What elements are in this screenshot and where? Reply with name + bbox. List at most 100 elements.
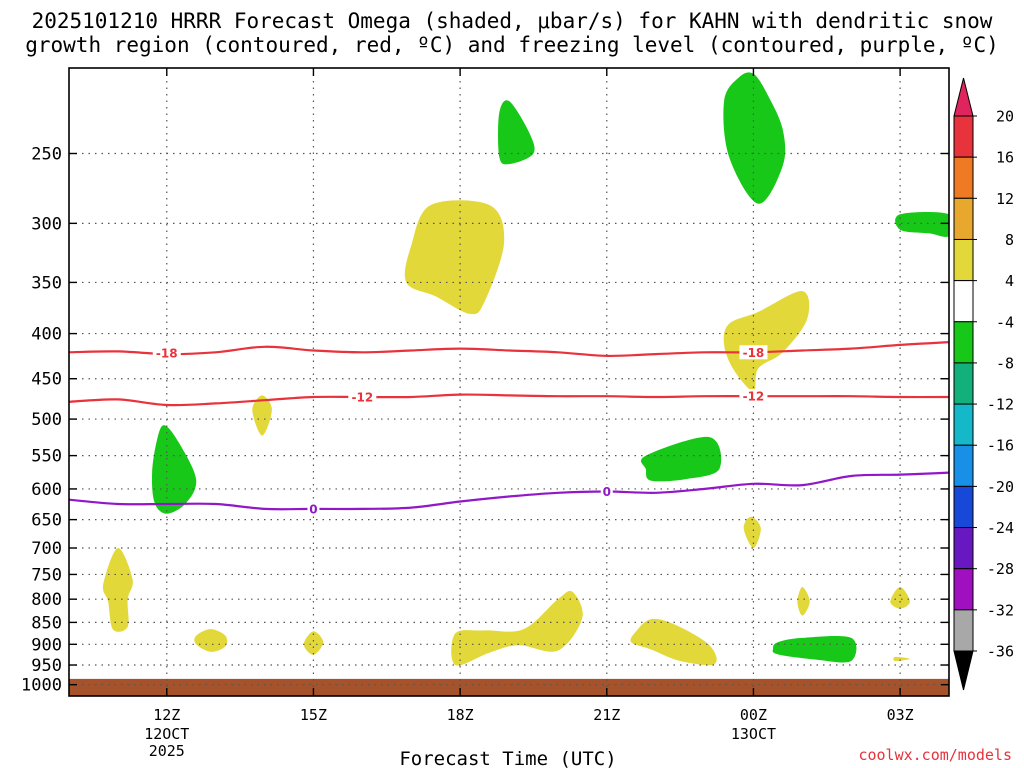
gridlines bbox=[69, 68, 949, 696]
colorbar-label--8: -8 bbox=[996, 354, 1014, 372]
y-tick-label-800: 800 bbox=[31, 590, 62, 610]
y-tick-label-400: 400 bbox=[31, 325, 62, 345]
y-tick-label-750: 750 bbox=[31, 565, 62, 585]
colorbar-bottom-arrow bbox=[953, 650, 974, 691]
contour-label-dgz-minus-18: -18 bbox=[743, 346, 765, 360]
x-tick-label-18Z: 18Z bbox=[447, 706, 474, 724]
colorbar-segment-4 bbox=[953, 280, 974, 323]
omega-region-green-580-t12 bbox=[151, 425, 197, 514]
contour-line-dgz-minus-12 bbox=[69, 393, 949, 407]
contour-line-freezing-level-0 bbox=[69, 471, 949, 511]
colorbar-segment-12 bbox=[953, 609, 974, 652]
colorbar-label-20: 20 bbox=[996, 108, 1014, 126]
colorbar-label--12: -12 bbox=[987, 396, 1014, 414]
omega-region-yellow-670-t00 bbox=[743, 516, 761, 548]
temperature-contours bbox=[69, 341, 949, 511]
contour-label-bg-3 bbox=[739, 389, 768, 404]
contour-label-bg-2 bbox=[348, 390, 377, 405]
chart-title-line-1: 2025101210 HRRR Forecast Omega (shaded, … bbox=[32, 9, 993, 33]
contour-label-dgz-minus-12: -12 bbox=[351, 391, 373, 405]
colorbar-segment-7 bbox=[953, 403, 974, 446]
x-tick-date-12Z: 12OCT bbox=[144, 725, 189, 743]
y-tick-label-350: 350 bbox=[31, 273, 62, 293]
colorbar-segment-1 bbox=[953, 156, 974, 199]
omega-region-yellow-330-t18 bbox=[404, 200, 505, 315]
omega-region-yellow-880-t20 bbox=[451, 590, 583, 666]
terrain-below-surface bbox=[69, 678, 949, 696]
omega-region-yellow-500-t14 bbox=[252, 395, 272, 436]
contour-label-bg-4 bbox=[307, 501, 320, 516]
y-tick-label-450: 450 bbox=[31, 370, 62, 390]
omega-region-yellow-935-t03 bbox=[893, 656, 910, 662]
colorbar-segment-11 bbox=[953, 568, 974, 611]
colorbar-segment-10 bbox=[953, 527, 974, 570]
contour-line-dgz-minus-18 bbox=[69, 341, 949, 358]
plot-frame bbox=[68, 67, 950, 697]
omega-region-yellow-400-t00 bbox=[723, 291, 810, 392]
y-tick-label-550: 550 bbox=[31, 447, 62, 467]
omega-region-yellow-800-t03 bbox=[890, 587, 910, 609]
x-tick-label-00Z: 00Z bbox=[740, 706, 767, 724]
contour-label-bg-0 bbox=[152, 346, 181, 361]
y-tick-label-850: 850 bbox=[31, 613, 62, 633]
y-axis: 2503003504004505005506006507007508008509… bbox=[21, 144, 949, 696]
omega-region-green-250-t00 bbox=[723, 72, 786, 204]
credit-text: coolwx.com/models bbox=[858, 746, 1012, 764]
colorbar-label-16: 16 bbox=[996, 149, 1014, 167]
colorbar-label-4: 4 bbox=[1005, 272, 1014, 290]
omega-shading bbox=[102, 72, 949, 666]
contour-labels: -18 -18 -12 -12 0 0 bbox=[152, 345, 768, 516]
y-tick-label-950: 950 bbox=[31, 656, 62, 676]
colorbar-segment-2 bbox=[953, 197, 974, 240]
y-tick-label-300: 300 bbox=[31, 214, 62, 234]
colorbar-label--20: -20 bbox=[987, 478, 1014, 496]
omega-region-green-300-t03 bbox=[895, 211, 949, 238]
y-tick-label-250: 250 bbox=[31, 144, 62, 164]
contour-label-bg-1 bbox=[739, 345, 768, 360]
omega-region-yellow-790-t11 bbox=[102, 547, 133, 632]
x-tick-label-03Z: 03Z bbox=[887, 706, 914, 724]
colorbar-segment-9 bbox=[953, 485, 974, 529]
y-tick-label-900: 900 bbox=[31, 635, 62, 655]
omega-region-green-250-t19 bbox=[498, 100, 535, 165]
colorbar-label-8: 8 bbox=[1005, 231, 1014, 249]
colorbar-segment-5 bbox=[953, 321, 974, 364]
y-tick-label-500: 500 bbox=[31, 410, 62, 430]
colorbar-top-arrow bbox=[953, 77, 974, 117]
x-tick-year-12Z: 2025 bbox=[149, 742, 185, 760]
omega-region-green-560-t22 bbox=[641, 436, 722, 482]
x-tick-label-15Z: 15Z bbox=[300, 706, 327, 724]
colorbar-segment-0 bbox=[953, 115, 974, 158]
omega-region-yellow-900-t15 bbox=[303, 631, 324, 655]
colorbar: 20 16 12 8 4 -4 -8 -12 -16 -20 -24 -28 -32 -36 bbox=[953, 77, 1014, 691]
colorbar-label--16: -16 bbox=[987, 437, 1014, 455]
y-tick-label-1000: 1000 bbox=[21, 676, 62, 696]
omega-region-yellow-810-t01 bbox=[797, 587, 810, 616]
colorbar-segment-6 bbox=[953, 362, 974, 405]
y-tick-label-600: 600 bbox=[31, 480, 62, 500]
colorbar-label--28: -28 bbox=[987, 560, 1014, 578]
x-tick-date-00Z: 13OCT bbox=[731, 725, 776, 743]
contour-label-dgz-minus-18: -18 bbox=[156, 347, 178, 361]
omega-region-yellow-890-t13 bbox=[194, 629, 228, 652]
colorbar-label--24: -24 bbox=[987, 519, 1014, 537]
x-tick-label-12Z: 12Z bbox=[153, 706, 180, 724]
x-axis-title: Forecast Time (UTC) bbox=[399, 748, 616, 768]
colorbar-segment-3 bbox=[953, 238, 974, 282]
chart-title-line-2: growth region (contoured, red, ºC) and f… bbox=[25, 33, 999, 57]
contour-label-freezing-level-0: 0 bbox=[603, 485, 611, 499]
colorbar-label-12: 12 bbox=[996, 190, 1014, 208]
contour-label-dgz-minus-12: -12 bbox=[743, 390, 765, 404]
omega-region-green-910-t02 bbox=[772, 635, 857, 663]
colorbar-label--32: -32 bbox=[987, 601, 1014, 619]
contour-label-freezing-level-0: 0 bbox=[309, 502, 317, 516]
contour-label-bg-5 bbox=[600, 484, 613, 499]
y-tick-label-700: 700 bbox=[31, 539, 62, 559]
colorbar-segment-8 bbox=[953, 444, 974, 487]
x-tick-label-21Z: 21Z bbox=[593, 706, 620, 724]
terrain-layer bbox=[69, 678, 949, 696]
colorbar-label--4: -4 bbox=[996, 313, 1014, 331]
colorbar-label--36: -36 bbox=[987, 643, 1014, 661]
